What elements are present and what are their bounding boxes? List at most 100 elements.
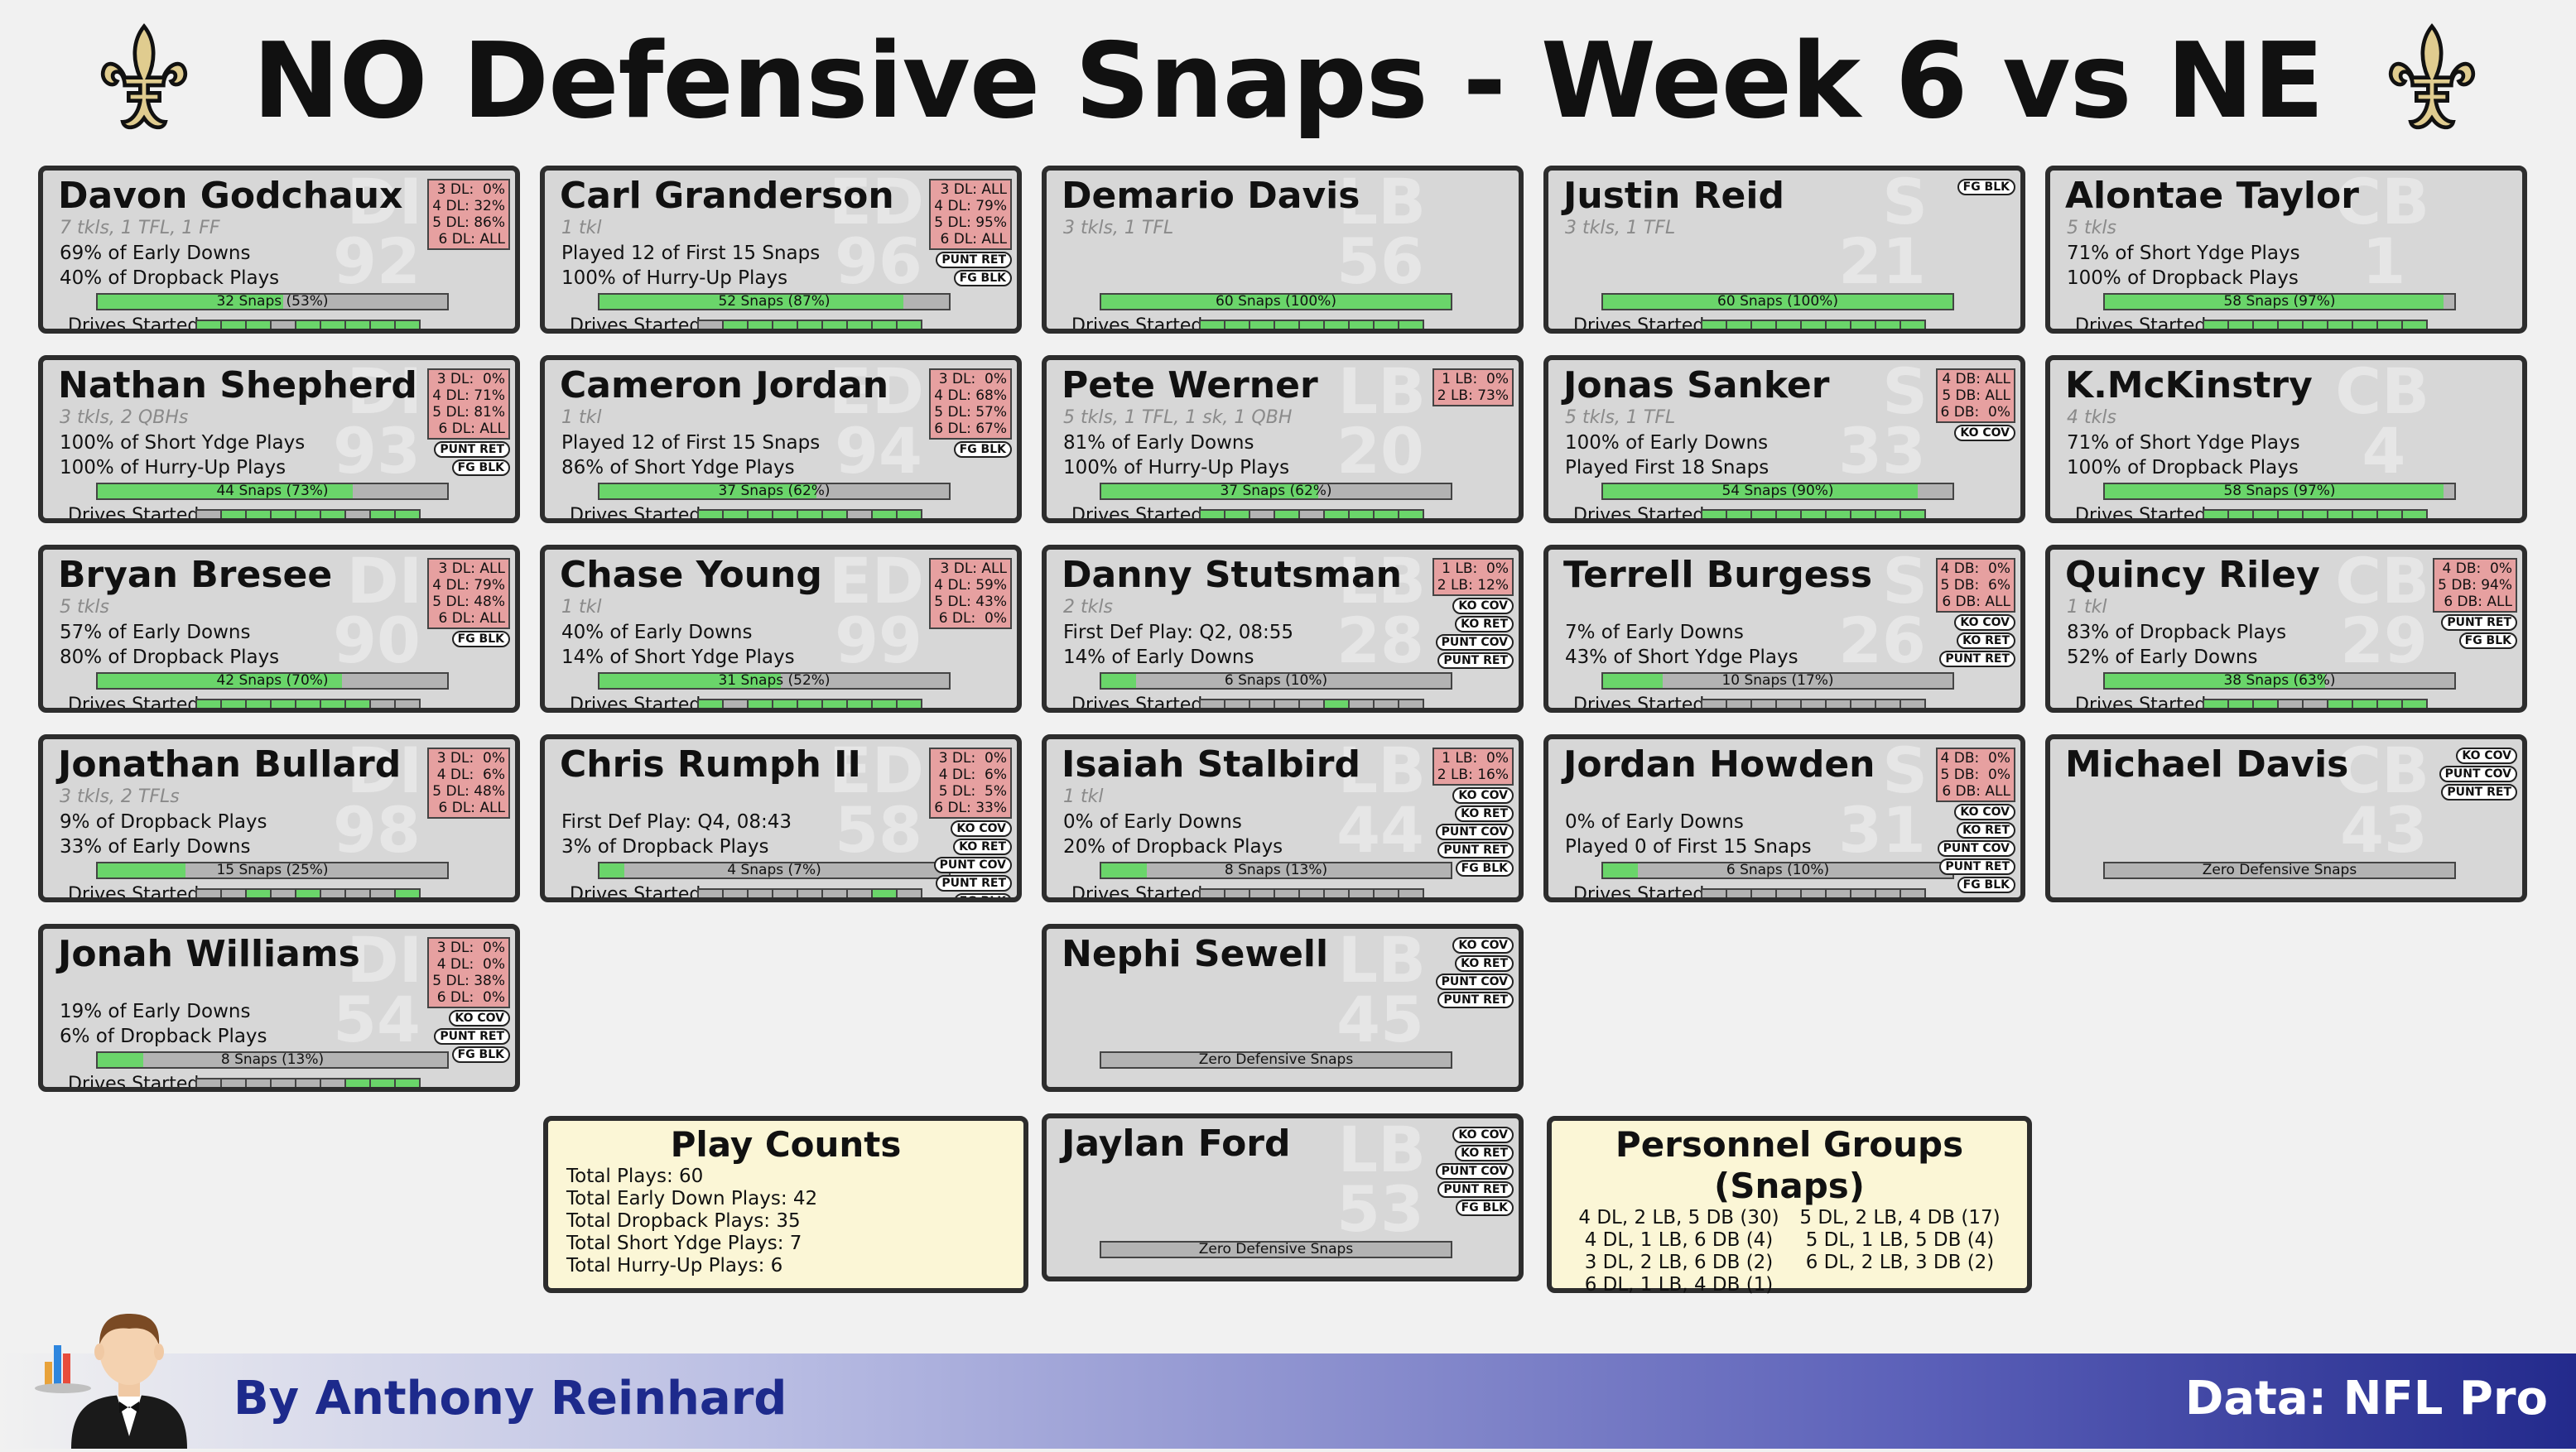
drive-block xyxy=(1750,888,1777,897)
special-teams-badge: KO COV xyxy=(1452,598,1514,614)
drive-block xyxy=(220,699,247,708)
drive-block xyxy=(697,509,724,518)
player-name: Cameron Jordan xyxy=(560,364,889,406)
position-watermark: LB xyxy=(1337,545,1426,618)
snap-share-bar: 31 Snaps (52%) xyxy=(598,672,951,690)
player-name: Demario Davis xyxy=(1062,175,1360,217)
player-card: DI 92 Davon Godchaux 7 tkls, 1 TFL, 1 FF 69%… xyxy=(38,166,520,334)
position-watermark: CB xyxy=(2335,545,2429,618)
player-name: Jaylan Ford xyxy=(1062,1123,1291,1165)
special-teams-badge: FG BLK xyxy=(953,270,1012,286)
special-teams-badge: KO COV xyxy=(1452,787,1514,804)
front-usage-box: 3 DL: ALL 4 DL: 79% 5 DL: 95% 6 DL: ALL xyxy=(929,179,1012,250)
drive-block xyxy=(1249,888,1275,897)
jersey-number-watermark: 92 xyxy=(333,224,421,298)
drive-block xyxy=(344,1078,371,1087)
player-name: Isaiah Stalbird xyxy=(1062,743,1360,786)
drive-block xyxy=(797,320,823,329)
player-note-2: 43% of Short Ydge Plays xyxy=(1565,647,1798,668)
snap-share-label: 8 Snaps (13%) xyxy=(220,1051,325,1068)
position-watermark: LB xyxy=(1337,924,1426,997)
position-watermark: DI xyxy=(346,355,422,428)
snap-share-bar: 58 Snaps (97%) xyxy=(2103,483,2456,500)
drive-block xyxy=(245,699,272,708)
front-usage-box: 3 DL: 0% 4 DL: 0% 5 DL: 38% 6 DL: 0% xyxy=(427,937,510,1008)
player-name: Davon Godchaux xyxy=(58,175,403,217)
drive-block xyxy=(220,1078,247,1087)
personnel-groups-title: Personnel Groups (Snaps) xyxy=(1615,1124,1964,1206)
special-teams-badge: FG BLK xyxy=(1957,877,2015,893)
position-watermark: DI xyxy=(346,166,422,238)
player-card: CB 4 K.McKinstry 4 tkls 71% of Short Ydge Pl… xyxy=(2045,355,2527,523)
special-teams-tags: KO COV xyxy=(1954,425,2015,441)
player-card: CB 29 Quincy Riley 1 tkl 83% of Dropback Pla… xyxy=(2045,545,2527,713)
drive-block xyxy=(2252,699,2279,708)
special-teams-badge: KO RET xyxy=(953,839,1012,855)
drive-block xyxy=(1800,699,1827,708)
personnel-item: 5 DL, 1 LB, 5 DB (4) xyxy=(1805,1229,1995,1251)
drive-block xyxy=(1775,320,1802,329)
front-usage-box: 1 LB: 0% 2 LB: 12% xyxy=(1432,558,1514,596)
drive-block xyxy=(697,888,724,897)
drive-block xyxy=(846,888,873,897)
special-teams-badge: KO RET xyxy=(1455,955,1514,972)
front-usage-box: 3 DL: 0% 4 DL: 6% 5 DL: 48% 6 DL: ALL xyxy=(427,748,510,819)
jersey-number-watermark: 4 xyxy=(2362,414,2406,488)
player-card: LB 20 Pete Werner 5 tkls, 1 TFL, 1 sk, 1 QB… xyxy=(1042,355,1524,523)
personnel-item: 3 DL, 2 LB, 6 DB (2) xyxy=(1584,1252,1774,1273)
drive-block xyxy=(270,509,296,518)
special-teams-badge: KO RET xyxy=(1455,616,1514,632)
special-teams-badge: PUNT RET xyxy=(1437,1181,1514,1198)
drive-block xyxy=(295,699,321,708)
drive-block xyxy=(1224,699,1250,708)
zero-snaps-bar: Zero Defensive Snaps xyxy=(2103,862,2456,879)
player-stat-line: 3 tkls, 1 TFL xyxy=(1565,218,1676,238)
personnel-item: 4 DL, 1 LB, 6 DB (4) xyxy=(1584,1229,1774,1251)
position-watermark: S xyxy=(1882,355,1928,428)
special-teams-badge: PUNT COV xyxy=(1435,974,1514,990)
jersey-number-watermark: 99 xyxy=(835,603,922,677)
player-note-1: 0% of Early Downs xyxy=(1063,811,1242,833)
special-teams-badge: PUNT RET xyxy=(1437,652,1514,669)
position-watermark: CB xyxy=(2335,166,2429,238)
drive-block xyxy=(1323,320,1350,329)
butler-avatar-icon xyxy=(30,1271,212,1449)
special-teams-badge: KO COV xyxy=(1452,1127,1514,1143)
drive-block xyxy=(1298,888,1325,897)
special-teams-badge: FG BLK xyxy=(451,631,510,647)
snap-share-fill xyxy=(1101,295,1451,309)
jersey-number-watermark: 98 xyxy=(333,793,421,867)
player-stat-line: 1 tkl xyxy=(561,407,602,428)
drive-block xyxy=(1800,320,1827,329)
position-watermark: DI xyxy=(346,734,422,807)
drives-started-blocks xyxy=(1701,888,1926,897)
front-usage-box: 3 DL: ALL 4 DL: 59% 5 DL: 43% 6 DL: 0% xyxy=(929,558,1012,629)
drives-started-blocks xyxy=(2203,320,2428,329)
jersey-number-watermark: 56 xyxy=(1336,224,1424,298)
snap-share-bar: 10 Snaps (17%) xyxy=(1601,672,1954,690)
drive-block xyxy=(369,888,396,897)
jersey-number-watermark: 20 xyxy=(1336,414,1424,488)
drive-block xyxy=(220,320,247,329)
special-teams-tags: KO COV KO RET PUNT COV PUNT RET FG BLK xyxy=(1435,787,1514,877)
player-name: Bryan Bresee xyxy=(58,554,333,596)
drive-block xyxy=(722,888,749,897)
front-usage-box: 1 LB: 0% 2 LB: 73% xyxy=(1432,368,1514,406)
special-teams-tags: KO COV KO RET PUNT RET xyxy=(1939,614,2015,667)
snap-share-label: 31 Snaps (52%) xyxy=(718,672,831,689)
drive-block xyxy=(1224,509,1250,518)
player-stat-line: 5 tkls, 1 TFL xyxy=(1565,407,1676,428)
player-stat-line: 4 tkls xyxy=(2067,407,2116,428)
drive-block xyxy=(821,320,848,329)
drive-block xyxy=(1726,320,1752,329)
personnel-item: 5 DL, 2 LB, 4 DB (17) xyxy=(1799,1207,2001,1228)
player-stat-line: 1 tkl xyxy=(561,597,602,618)
snap-share-bar: 60 Snaps (100%) xyxy=(1601,293,1954,310)
drive-block xyxy=(1775,888,1802,897)
player-note-1: 69% of Early Downs xyxy=(60,243,251,264)
drive-block xyxy=(697,699,724,708)
special-teams-badge: PUNT RET xyxy=(936,875,1012,892)
player-name: Alontae Taylor xyxy=(2065,175,2359,217)
drive-block xyxy=(344,509,371,518)
player-note-2: 33% of Early Downs xyxy=(60,836,251,858)
